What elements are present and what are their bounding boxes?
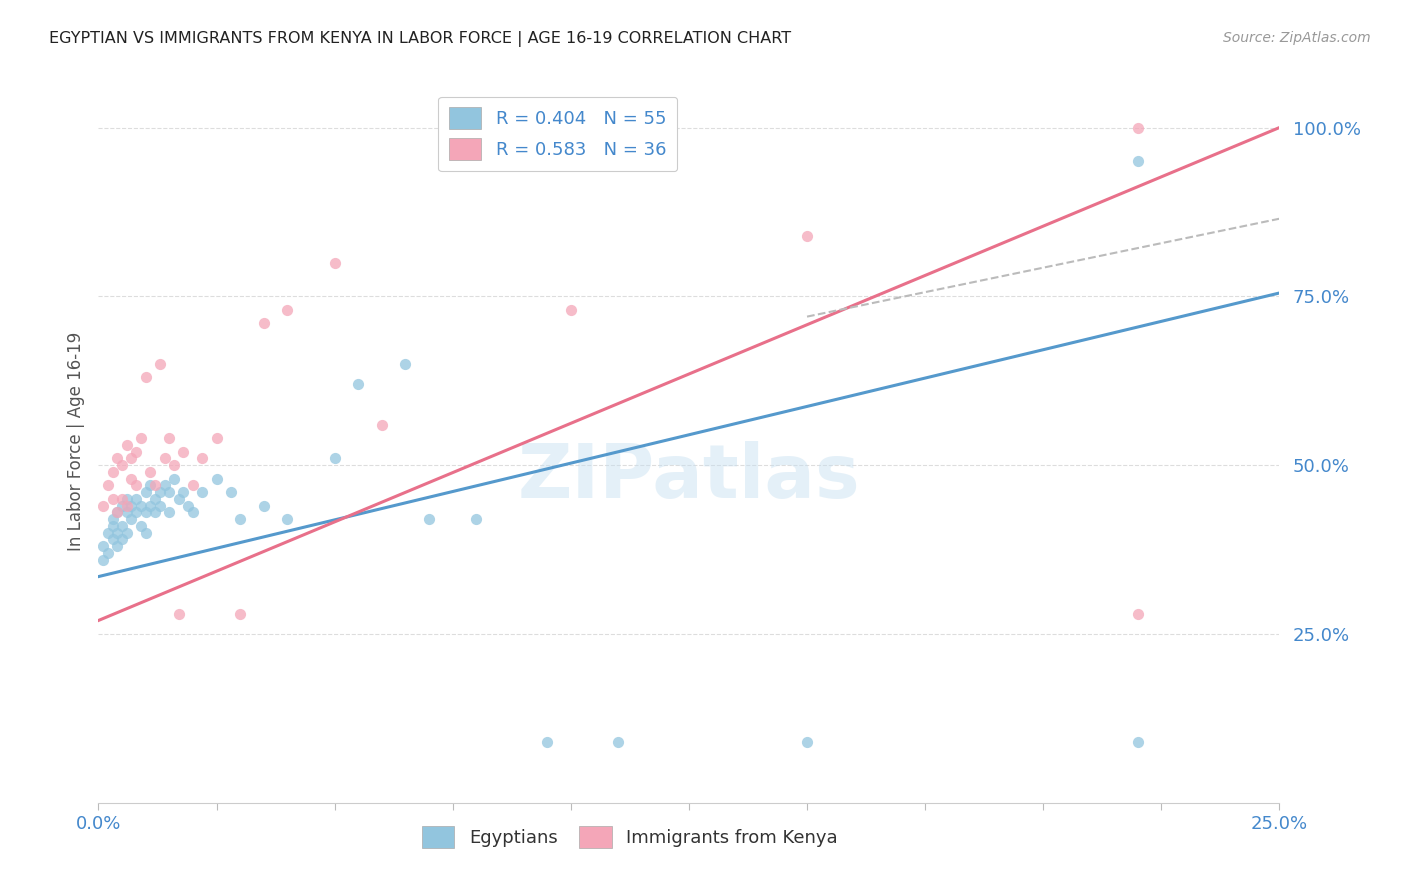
Point — [139, 465, 162, 479]
Point — [91, 499, 114, 513]
Point — [1126, 154, 1149, 169]
Point — [253, 499, 276, 513]
Y-axis label: In Labor Force | Age 16-19: In Labor Force | Age 16-19 — [66, 332, 84, 551]
Point — [97, 478, 120, 492]
Point — [172, 485, 194, 500]
Point — [111, 458, 134, 472]
Point — [153, 451, 176, 466]
Point — [181, 505, 204, 519]
Point — [91, 552, 114, 566]
Point — [205, 472, 228, 486]
Point — [135, 505, 157, 519]
Point — [105, 505, 128, 519]
Point — [1126, 607, 1149, 621]
Point — [153, 478, 176, 492]
Point — [181, 478, 204, 492]
Point — [101, 491, 124, 506]
Point — [121, 512, 143, 526]
Point — [125, 505, 148, 519]
Point — [536, 735, 558, 749]
Point — [111, 533, 134, 547]
Point — [347, 377, 370, 392]
Point — [191, 451, 214, 466]
Point — [101, 519, 124, 533]
Point — [125, 478, 148, 492]
Point — [135, 370, 157, 384]
Point — [149, 485, 172, 500]
Point — [105, 451, 128, 466]
Point — [135, 485, 157, 500]
Point — [125, 444, 148, 458]
Point — [115, 499, 138, 513]
Point — [111, 491, 134, 506]
Legend: Egyptians, Immigrants from Kenya: Egyptians, Immigrants from Kenya — [411, 815, 849, 859]
Point — [135, 525, 157, 540]
Point — [149, 357, 172, 371]
Point — [121, 499, 143, 513]
Point — [139, 499, 162, 513]
Point — [129, 519, 152, 533]
Point — [465, 512, 488, 526]
Point — [115, 491, 138, 506]
Point — [149, 499, 172, 513]
Point — [111, 519, 134, 533]
Point — [205, 431, 228, 445]
Point — [323, 451, 346, 466]
Point — [177, 499, 200, 513]
Point — [796, 735, 818, 749]
Point — [163, 458, 186, 472]
Point — [607, 735, 630, 749]
Point — [129, 499, 152, 513]
Point — [191, 485, 214, 500]
Point — [105, 525, 128, 540]
Point — [167, 607, 190, 621]
Point — [97, 546, 120, 560]
Point — [125, 491, 148, 506]
Point — [143, 491, 166, 506]
Point — [101, 512, 124, 526]
Text: Source: ZipAtlas.com: Source: ZipAtlas.com — [1223, 31, 1371, 45]
Point — [157, 485, 180, 500]
Point — [163, 472, 186, 486]
Point — [101, 465, 124, 479]
Point — [418, 512, 440, 526]
Point — [229, 607, 252, 621]
Point — [143, 478, 166, 492]
Point — [253, 317, 276, 331]
Point — [139, 478, 162, 492]
Text: EGYPTIAN VS IMMIGRANTS FROM KENYA IN LABOR FORCE | AGE 16-19 CORRELATION CHART: EGYPTIAN VS IMMIGRANTS FROM KENYA IN LAB… — [49, 31, 792, 47]
Point — [167, 491, 190, 506]
Point — [157, 431, 180, 445]
Point — [101, 533, 124, 547]
Point — [105, 505, 128, 519]
Point — [371, 417, 394, 432]
Point — [276, 512, 298, 526]
Point — [115, 525, 138, 540]
Point — [121, 472, 143, 486]
Point — [394, 357, 416, 371]
Point — [323, 255, 346, 269]
Point — [172, 444, 194, 458]
Point — [1126, 735, 1149, 749]
Point — [219, 485, 242, 500]
Text: ZIPatlas: ZIPatlas — [517, 442, 860, 514]
Point — [143, 505, 166, 519]
Point — [115, 505, 138, 519]
Point — [276, 302, 298, 317]
Point — [560, 302, 582, 317]
Point — [91, 539, 114, 553]
Point — [796, 228, 818, 243]
Point — [111, 499, 134, 513]
Point — [1126, 120, 1149, 135]
Point — [97, 525, 120, 540]
Point — [115, 438, 138, 452]
Point — [157, 505, 180, 519]
Point — [105, 539, 128, 553]
Point — [121, 451, 143, 466]
Point — [129, 431, 152, 445]
Point — [229, 512, 252, 526]
